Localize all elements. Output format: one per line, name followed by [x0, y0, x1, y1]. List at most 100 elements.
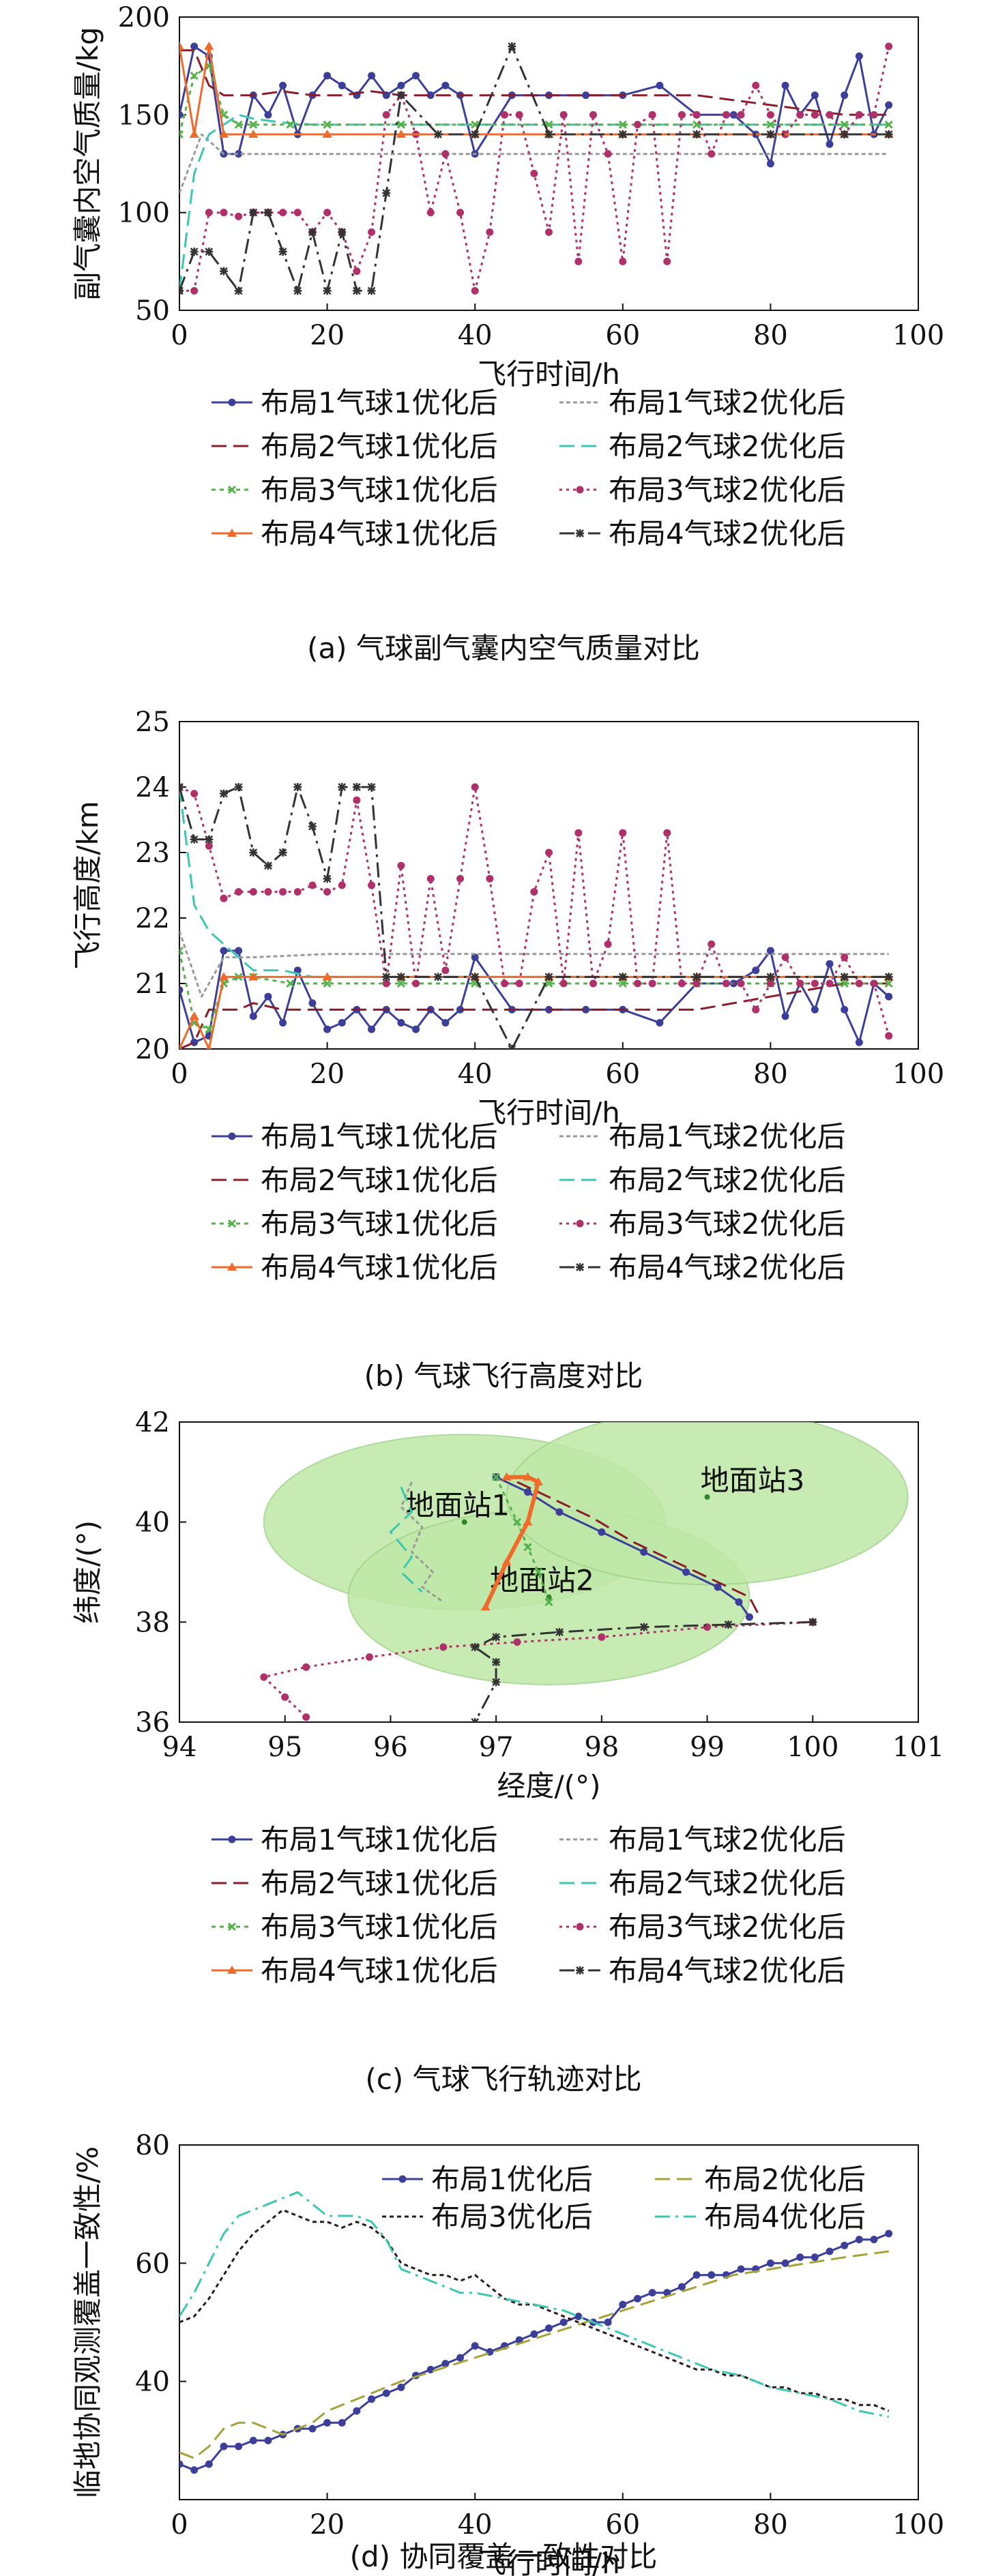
data-point [576, 1923, 584, 1931]
data-point [189, 130, 199, 138]
data-point [737, 110, 745, 119]
data-point [766, 160, 774, 168]
data-point [323, 209, 332, 217]
data-point [534, 1567, 543, 1577]
data-point [179, 783, 184, 791]
data-point [302, 1663, 310, 1671]
data-point [870, 979, 878, 988]
data-point [530, 2330, 538, 2338]
data-point [352, 286, 361, 295]
data-point [501, 110, 509, 119]
x-tick-label: 100 [892, 2509, 944, 2541]
data-point [397, 861, 405, 870]
data-point [179, 42, 184, 50]
data-point [656, 1019, 664, 1027]
data-point [576, 1263, 584, 1271]
data-point [249, 888, 257, 896]
y-tick-label: 36 [135, 1707, 170, 1738]
y-tick-label: 100 [118, 198, 170, 229]
data-point [544, 130, 553, 138]
data-point [508, 42, 516, 50]
data-point [322, 972, 332, 981]
data-point [396, 120, 405, 129]
data-point [576, 486, 584, 494]
x-tick-label: 99 [690, 1732, 725, 1763]
y-tick-label: 42 [135, 1407, 170, 1438]
data-point [249, 848, 258, 857]
data-point [884, 130, 893, 138]
data-point [218, 972, 229, 981]
data-point [338, 783, 347, 791]
data-point [426, 209, 435, 217]
data-point [368, 72, 376, 80]
data-point [523, 1472, 533, 1481]
data-point [228, 1132, 236, 1140]
data-point [619, 829, 627, 837]
data-point [382, 979, 390, 988]
x-axis-label: 飞行时间/h [478, 2547, 620, 2576]
data-point [441, 2360, 450, 2368]
data-point [234, 286, 243, 295]
data-point [352, 783, 361, 791]
data-point [656, 81, 664, 89]
data-point [781, 81, 789, 89]
data-point [190, 790, 199, 798]
data-point [308, 228, 317, 237]
ground-station-label: 地面站3 [701, 1464, 805, 1497]
data-point [648, 2289, 656, 2297]
data-point [397, 1019, 405, 1027]
data-point [439, 1643, 448, 1651]
legend-label: 布局4气球2优化后 [609, 1251, 845, 1284]
x-tick-label: 0 [171, 320, 188, 351]
data-point [190, 2466, 199, 2474]
data-point [486, 228, 494, 236]
data-point [841, 1005, 849, 1013]
plot-frame [179, 16, 919, 311]
x-tick-label: 0 [171, 2509, 188, 2541]
data-point [227, 1922, 237, 1931]
data-point [640, 1548, 648, 1556]
data-point [884, 120, 893, 129]
y-axis-label: 飞行高度/km [71, 801, 104, 969]
data-point [365, 1653, 373, 1661]
data-point [619, 257, 627, 265]
data-point [263, 208, 272, 217]
data-point [397, 81, 405, 89]
data-point [396, 130, 406, 138]
data-point [205, 835, 214, 844]
data-point [885, 2230, 893, 2238]
data-point [353, 267, 361, 276]
data-point [323, 979, 332, 988]
data-point [367, 286, 376, 295]
figure-caption: (c) 气球飞行轨迹对比 [365, 2062, 641, 2096]
data-point [492, 1633, 501, 1642]
data-point [382, 973, 391, 981]
data-point [179, 1044, 183, 1049]
legend-label: 布局3气球2优化后 [609, 1910, 845, 1944]
data-point [574, 829, 583, 837]
data-point [471, 973, 480, 981]
series-line [389, 1486, 423, 1593]
data-point [766, 110, 774, 119]
y-axis-label: 纬度/(°) [71, 1520, 104, 1624]
chart-b: 0 20 40 60 80 100202122232425飞行时间/h飞行高度/km布局1… [71, 707, 944, 1393]
data-point [796, 979, 804, 988]
data-point [441, 150, 450, 158]
legend-label: 布局1气球1优化后 [261, 386, 497, 419]
legend-label: 布局1气球2优化后 [609, 1823, 845, 1856]
data-point [456, 874, 465, 883]
data-point [323, 1025, 332, 1033]
legend-label: 布局4气球2优化后 [609, 1954, 845, 1987]
legend-label: 布局2优化后 [704, 2163, 866, 2196]
data-point [692, 973, 701, 981]
series-line [179, 2191, 889, 2418]
data-point [555, 1628, 564, 1636]
data-point [338, 1019, 346, 1027]
x-tick-label: 60 [605, 320, 640, 351]
data-point [219, 267, 228, 276]
data-point [811, 110, 819, 119]
data-point [264, 110, 272, 119]
data-point [426, 874, 435, 883]
data-point [227, 1219, 237, 1228]
